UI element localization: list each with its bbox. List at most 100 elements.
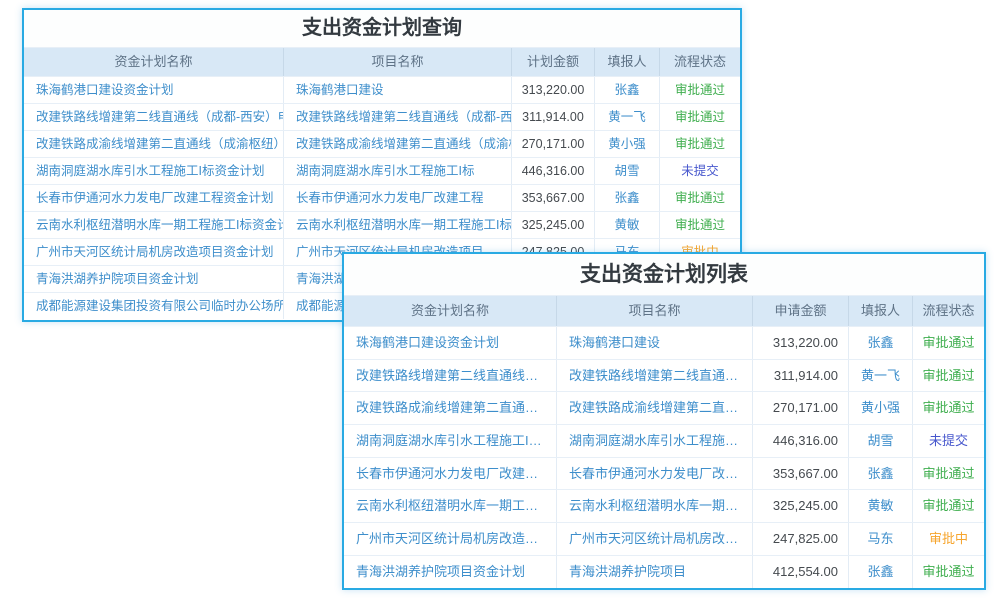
column-header: 资金计划名称 — [410, 303, 489, 318]
project-name-link[interactable]: 珠海鹤港口建设 — [556, 327, 752, 359]
amount-value: 311,914.00 — [511, 104, 594, 130]
reporter-link[interactable]: 黄一飞 — [848, 359, 912, 392]
table-row: 珠海鹤港口建设资金计划 珠海鹤港口建设 313,220.00 张鑫 审批通过 — [344, 326, 984, 359]
status-badge: 未提交 — [659, 158, 740, 184]
plan-name-link[interactable]: 湖南洞庭湖水库引水工程施工I标资金计划 — [356, 433, 556, 449]
column-header: 资金计划名称 — [114, 54, 193, 69]
plan-name-link[interactable]: 长春市伊通河水力发电厂改建工程资金计划 — [356, 465, 556, 481]
status-badge: 审批通过 — [912, 490, 984, 523]
reporter-link[interactable]: 黄敏 — [594, 212, 659, 238]
status-badge: 审批通过 — [659, 185, 740, 211]
project-name-link[interactable]: 改建铁路线增建第二线直通线（成都-西安） — [556, 359, 752, 392]
project-name-link[interactable]: 云南水利枢纽潜明水库一期工程施工I标 — [556, 490, 752, 523]
plan-name-link[interactable]: 青海洪湖养护院项目资金计划 — [36, 272, 199, 286]
plan-name-link[interactable]: 长春市伊通河水力发电厂改建工程资金计划 — [36, 191, 274, 205]
column-header: 流程状态 — [659, 48, 740, 76]
column-header: 流程状态 — [912, 296, 984, 326]
amount-value: 247,825.00 — [752, 523, 848, 555]
status-badge: 审批通过 — [912, 555, 984, 588]
amount-value: 270,171.00 — [511, 131, 594, 157]
plan-name-link[interactable]: 云南水利枢纽潜明水库一期工程施工I标资金计划 — [36, 218, 283, 232]
table-row: 改建铁路成渝线增建第二直通线（成渝枢纽）电力改建铁路成渝线增建第二直通线（成渝枢… — [24, 130, 740, 157]
table-row: 云南水利枢纽潜明水库一期工程施工I标资金计划云南水利枢纽潜明水库一期工程施工I标… — [24, 211, 740, 238]
table-row: 云南水利枢纽潜明水库一期工程施工I标资金计划云南水利枢纽潜明水库一期工程施工I标… — [344, 489, 984, 523]
reporter-link[interactable]: 黄一飞 — [594, 104, 659, 130]
amount-value: 446,316.00 — [511, 158, 594, 184]
plan-name-link[interactable]: 成都能源建设集团投资有限公司临时办公场所装修 — [36, 299, 283, 313]
plan-name-link[interactable]: 改建铁路成渝线增建第二直通线（成渝枢纽）电力 — [356, 400, 556, 416]
status-badge: 审批通过 — [659, 131, 740, 157]
plan-name-link[interactable]: 珠海鹤港口建设资金计划 — [36, 83, 174, 97]
project-name-link[interactable]: 改建铁路成渝线增建第二直通线（成渝枢纽） — [556, 392, 752, 425]
column-header: 项目名称 — [283, 48, 511, 76]
table-row: 改建铁路成渝线增建第二直通线（成渝枢纽）电力改建铁路成渝线增建第二直通线（成渝枢… — [344, 391, 984, 425]
reporter-link[interactable]: 胡雪 — [848, 425, 912, 457]
table-row: 长春市伊通河水力发电厂改建工程资金计划长春市伊通河水力发电厂改建工程353,66… — [344, 456, 984, 490]
fund-plan-list-table: 资金计划名称 项目名称 申请金额 填报人 流程状态 珠海鹤港口建设资金计划 珠海鹤港口建设 3… — [344, 296, 984, 588]
column-header: 计划金额 — [511, 48, 594, 76]
project-name-link[interactable]: 长春市伊通河水力发电厂改建工程 — [556, 457, 752, 490]
amount-value: 353,667.00 — [752, 457, 848, 490]
table-row: 青海洪湖养护院项目资金计划 青海洪湖养护院项目 412,554.00 张鑫 审批通过 — [344, 554, 984, 588]
amount-value: 270,171.00 — [752, 392, 848, 425]
plan-name-link[interactable]: 改建铁路线增建第二线直通线（成都-西安）电力 — [356, 367, 556, 383]
table-header-row: 资金计划名称 项目名称 申请金额 填报人 流程状态 — [344, 296, 984, 326]
status-badge: 未提交 — [912, 425, 984, 457]
reporter-link[interactable]: 黄小强 — [594, 131, 659, 157]
project-name-link[interactable]: 云南水利枢纽潜明水库一期工程施工I标 — [283, 212, 511, 238]
project-name-link[interactable]: 湖南洞庭湖水库引水工程施工I标 — [556, 425, 752, 457]
status-badge: 审批通过 — [659, 212, 740, 238]
fund-plan-list-window: 支出资金计划列表 资金计划名称 项目名称 申请金额 填报人 流程状态 珠海鹤港口建设资金计… — [342, 252, 986, 590]
amount-value: 353,667.00 — [511, 185, 594, 211]
reporter-link[interactable]: 张鑫 — [594, 185, 659, 211]
reporter-link[interactable]: 马东 — [848, 523, 912, 555]
table-row: 改建铁路线增建第二线直通线（成都-西安）电力改建铁路线增建第二线直通线（成都-西… — [344, 358, 984, 392]
reporter-link[interactable]: 胡雪 — [594, 158, 659, 184]
project-name-link[interactable]: 广州市天河区统计局机房改造项目 — [556, 523, 752, 555]
status-badge: 审批通过 — [659, 104, 740, 130]
table-row: 珠海鹤港口建设资金计划 珠海鹤港口建设 313,220.00 张鑫 审批通过 — [24, 76, 740, 103]
status-badge: 审批通过 — [659, 77, 740, 103]
plan-name-link[interactable]: 广州市天河区统计局机房改造项目资金计划 — [356, 531, 556, 547]
project-name-link[interactable]: 长春市伊通河水力发电厂改建工程 — [283, 185, 511, 211]
table-row: 改建铁路线增建第二线直通线（成都-西安）电力改建铁路线增建第二线直通线（成都-西… — [24, 103, 740, 130]
plan-name-link[interactable]: 湖南洞庭湖水库引水工程施工I标资金计划 — [36, 164, 265, 178]
reporter-link[interactable]: 黄小强 — [848, 392, 912, 425]
amount-value: 313,220.00 — [752, 327, 848, 359]
project-name-link[interactable]: 改建铁路线增建第二线直通线（成都-西安） — [283, 104, 511, 130]
table-header-row: 资金计划名称 项目名称 计划金额 填报人 流程状态 — [24, 48, 740, 76]
amount-value: 311,914.00 — [752, 359, 848, 392]
plan-name-link[interactable]: 改建铁路线增建第二线直通线（成都-西安）电力 — [36, 110, 283, 124]
status-badge: 审批通过 — [912, 392, 984, 425]
status-badge: 审批通过 — [912, 327, 984, 359]
reporter-link[interactable]: 张鑫 — [594, 77, 659, 103]
plan-name-link[interactable]: 珠海鹤港口建设资金计划 — [356, 335, 500, 350]
amount-value: 412,554.00 — [752, 555, 848, 588]
reporter-link[interactable]: 张鑫 — [848, 555, 912, 588]
reporter-link[interactable]: 张鑫 — [848, 457, 912, 490]
project-name-link[interactable]: 珠海鹤港口建设 — [283, 77, 511, 103]
reporter-link[interactable]: 黄敏 — [848, 490, 912, 523]
reporter-link[interactable]: 张鑫 — [848, 327, 912, 359]
project-name-link[interactable]: 湖南洞庭湖水库引水工程施工I标 — [283, 158, 511, 184]
amount-value: 446,316.00 — [752, 425, 848, 457]
column-header: 填报人 — [848, 296, 912, 326]
project-name-link[interactable]: 青海洪湖养护院项目 — [556, 555, 752, 588]
project-name-link[interactable]: 改建铁路成渝线增建第二直通线（成渝枢纽） — [283, 131, 511, 157]
amount-value: 325,245.00 — [511, 212, 594, 238]
status-badge: 审批通过 — [912, 359, 984, 392]
plan-name-link[interactable]: 青海洪湖养护院项目资金计划 — [356, 563, 526, 579]
plan-name-link[interactable]: 改建铁路成渝线增建第二直通线（成渝枢纽）电力 — [36, 137, 283, 151]
plan-name-link[interactable]: 云南水利枢纽潜明水库一期工程施工I标资金计划 — [356, 498, 556, 514]
window-title-query: 支出资金计划查询 — [24, 10, 740, 48]
table-row: 广州市天河区统计局机房改造项目资金计划广州市天河区统计局机房改造项目247,82… — [344, 522, 984, 555]
plan-name-link[interactable]: 广州市天河区统计局机房改造项目资金计划 — [36, 245, 274, 259]
column-header: 项目名称 — [556, 296, 752, 326]
column-header: 填报人 — [594, 48, 659, 76]
amount-value: 325,245.00 — [752, 490, 848, 523]
status-badge: 审批中 — [912, 523, 984, 555]
column-header: 申请金额 — [752, 296, 848, 326]
